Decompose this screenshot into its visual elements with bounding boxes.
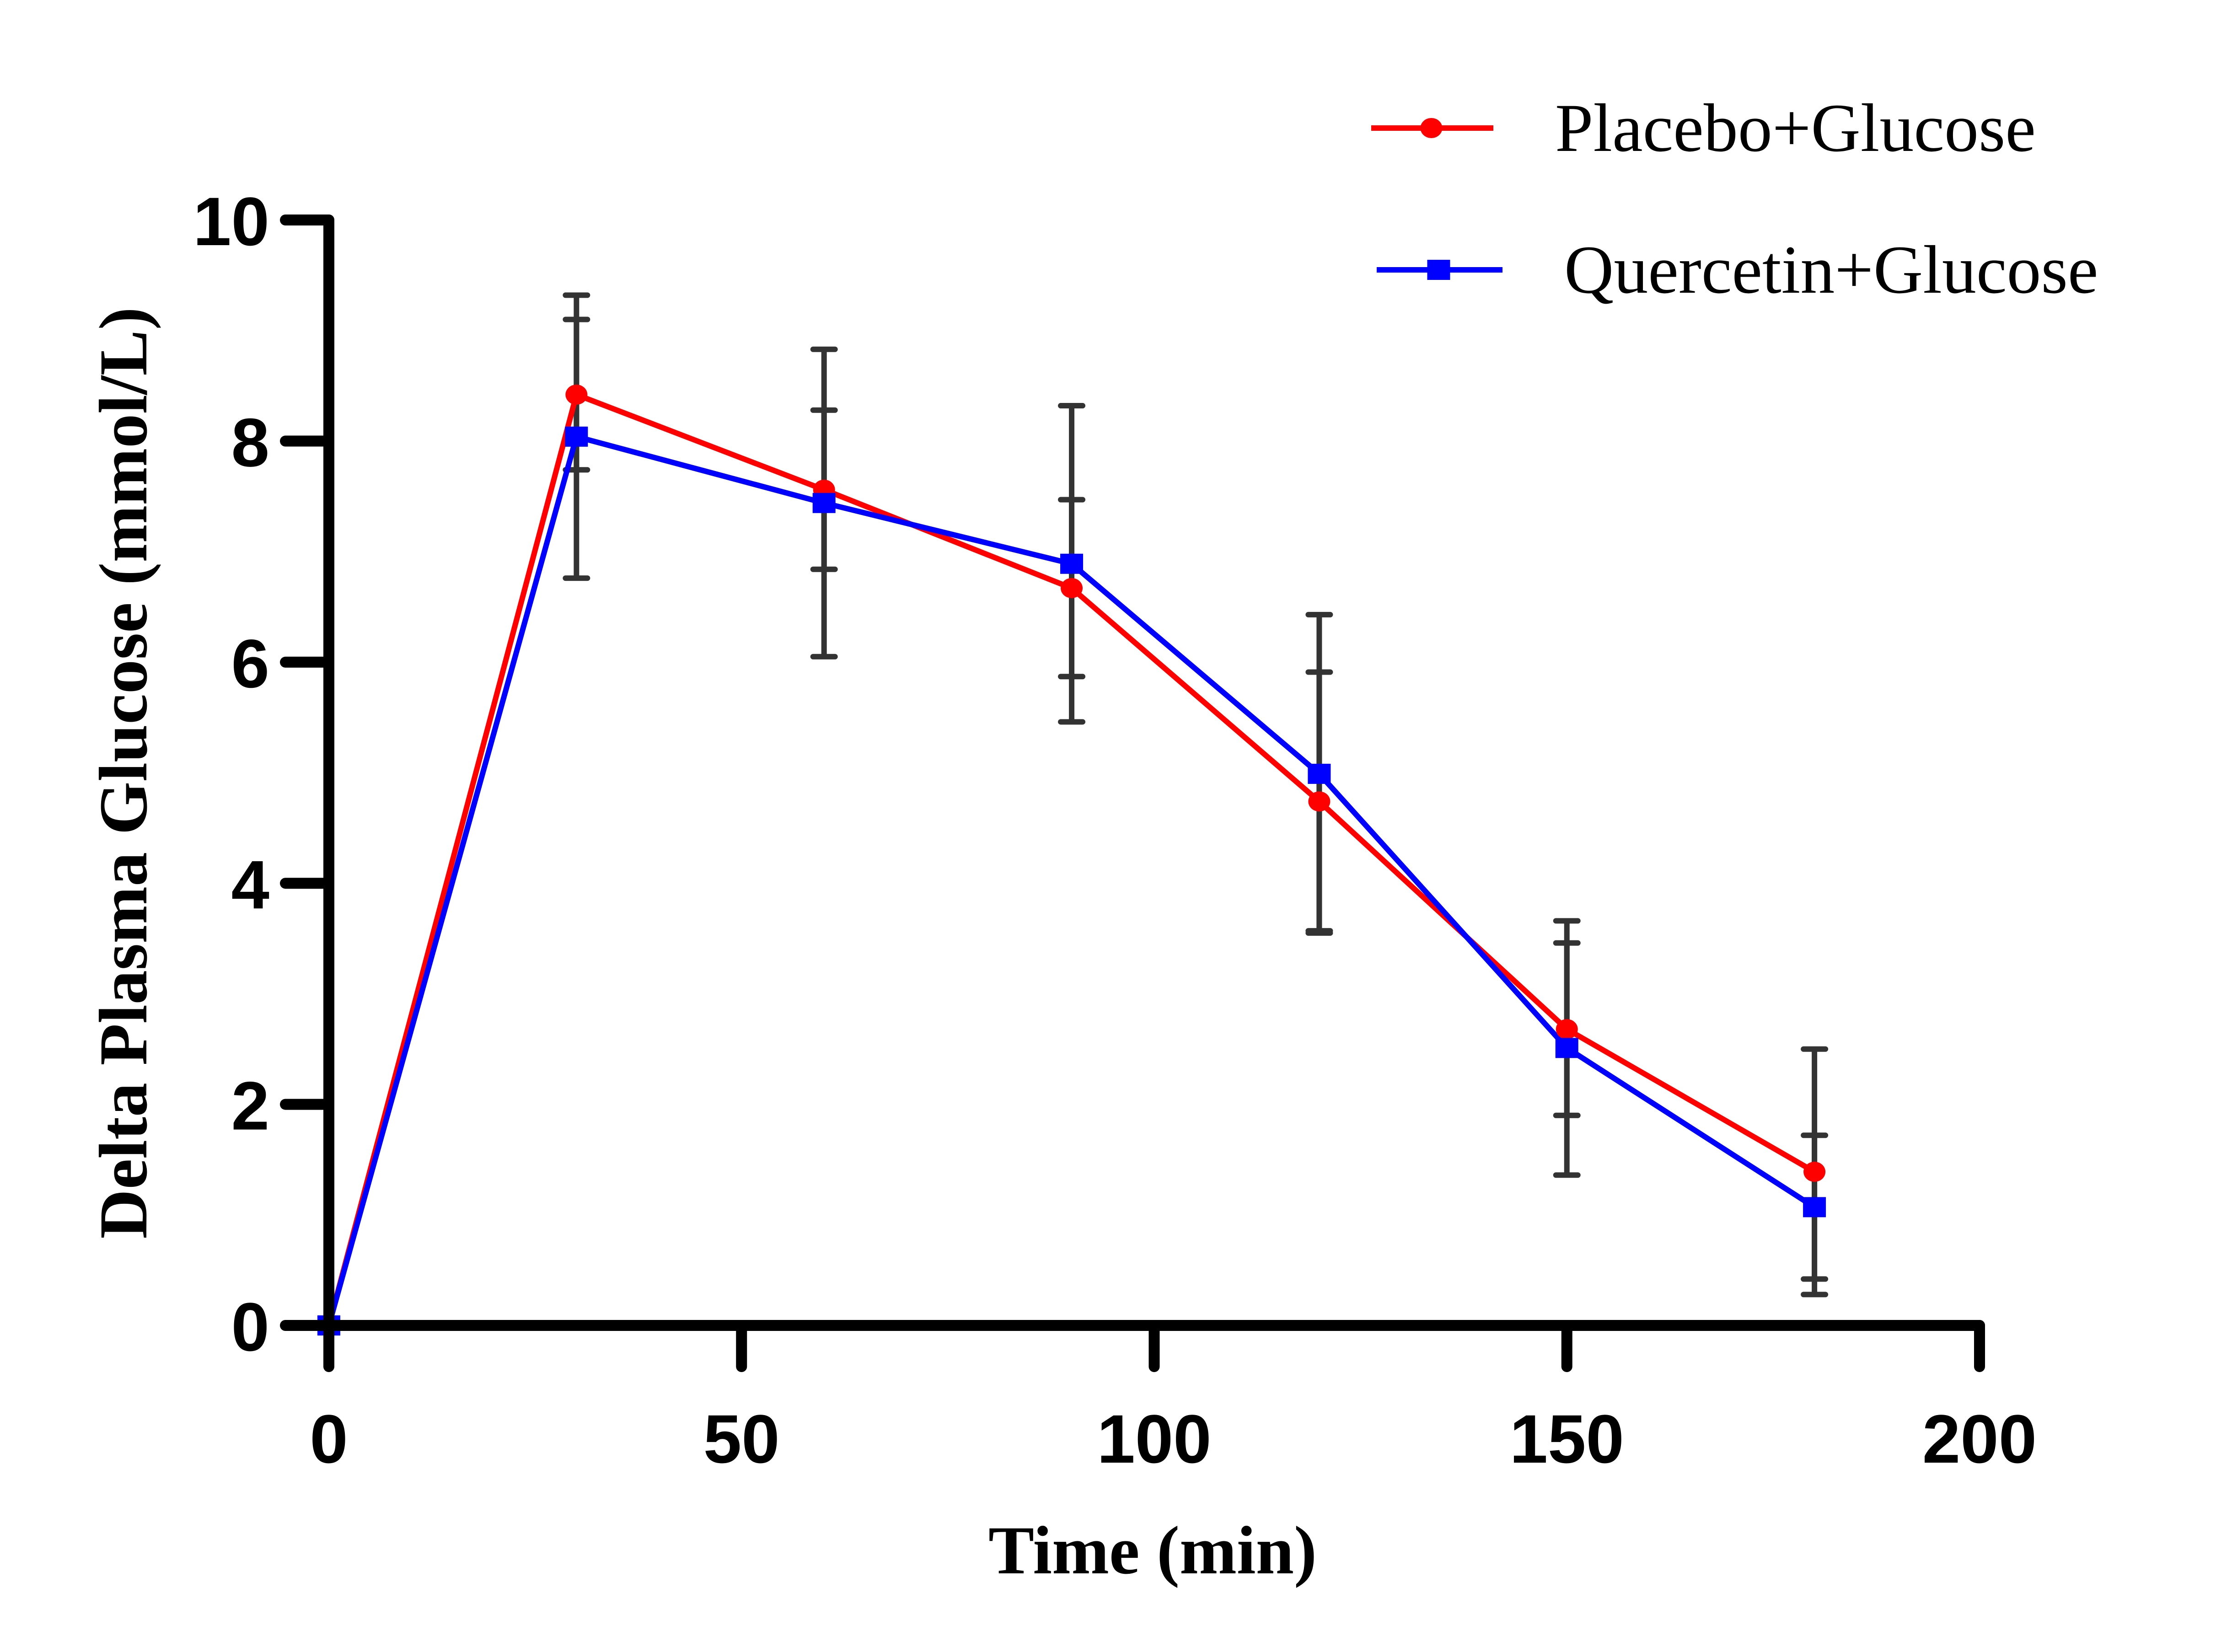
quercetin-point [565,426,588,447]
y-tick-label: 4 [231,846,269,923]
x-tick-label: 50 [703,1400,780,1477]
placebo-point [1556,1019,1578,1040]
x-axis-title: Time (min) [988,1513,1317,1588]
legend-item-placebo: Placebo+Glucose [1371,90,2036,166]
legend-label: Quercetin+Glucose [1564,232,2098,308]
placebo-point [1061,578,1083,598]
quercetin-point [1555,1038,1578,1058]
placebo-point [1308,791,1331,812]
placebo-point [1803,1162,1826,1182]
y-tick-label: 0 [231,1288,269,1365]
placebo-point [565,384,588,405]
quercetin-point [1308,763,1331,784]
x-tick-label: 200 [1922,1400,2037,1477]
y-tick-label: 6 [231,625,269,702]
y-axis-title: Delta Plasma Glucose (mmol/L) [86,307,161,1239]
quercetin-point [1060,553,1084,574]
error-bars [563,292,1829,1298]
x-tick-label: 100 [1097,1400,1211,1477]
y-tick-label: 8 [231,404,269,481]
legend-square-marker [1427,260,1450,280]
quercetin-point [1803,1197,1826,1218]
y-tick-label: 10 [193,183,269,260]
legend-circle-marker [1420,118,1443,138]
quercetin-point [812,493,836,513]
legend: Placebo+Glucose Quercetin+Glucose [1371,90,2098,308]
x-tick-label: 0 [310,1400,348,1477]
legend-item-quercetin: Quercetin+Glucose [1377,232,2098,308]
x-tick-label: 150 [1510,1400,1624,1477]
y-tick-label: 2 [231,1067,269,1144]
x-ticks: 0 50 100 150 200 [310,1320,2037,1477]
y-ticks: 0 2 4 6 8 10 [193,183,334,1365]
legend-label: Placebo+Glucose [1555,90,2036,166]
